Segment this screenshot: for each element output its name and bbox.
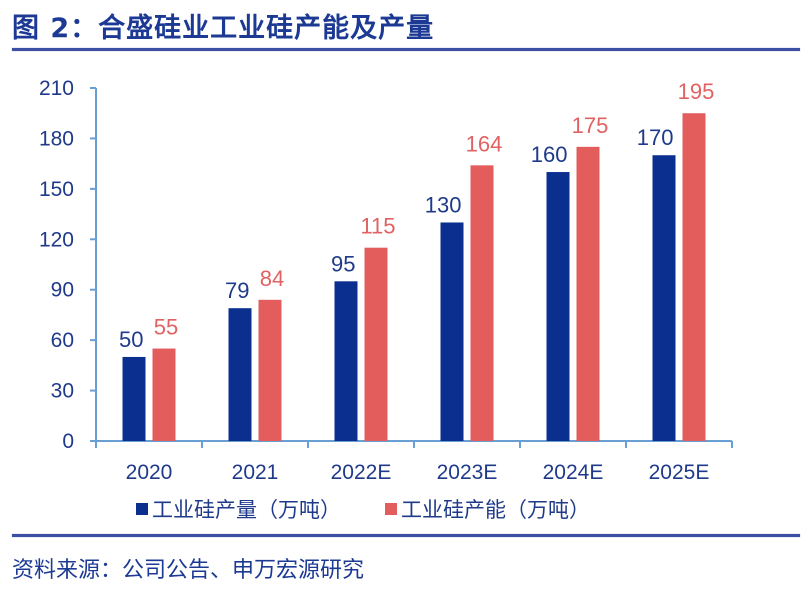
bar-capacity <box>576 146 600 441</box>
y-tick-label: 210 <box>39 77 74 100</box>
bar-production <box>546 172 570 442</box>
data-label-production: 160 <box>531 142 568 167</box>
bar-production <box>228 308 252 441</box>
y-tick-label: 120 <box>39 228 74 251</box>
data-label-capacity: 175 <box>572 113 609 138</box>
bar-capacity <box>152 348 176 441</box>
data-label-production: 170 <box>637 125 674 150</box>
legend-label-capacity: 工业硅产能（万吨） <box>401 498 590 522</box>
figure-title: 图 2：合盛硅业工业硅产能及产量 <box>12 13 435 44</box>
legend-swatch-capacity <box>385 503 397 515</box>
y-tick-label: 30 <box>51 380 74 403</box>
source-divider <box>12 534 800 537</box>
y-tick-label: 150 <box>39 178 74 201</box>
data-label-production: 79 <box>225 278 249 303</box>
legend-swatch-production <box>136 503 148 515</box>
legend-item-capacity: 工业硅产能（万吨） <box>385 494 590 524</box>
x-tick-label: 2023E <box>437 461 498 484</box>
bar-production <box>440 222 464 441</box>
data-label-capacity: 84 <box>260 266 284 291</box>
y-tick-label: 60 <box>51 329 74 352</box>
legend-item-production: 工业硅产量（万吨） <box>136 494 341 524</box>
bar-capacity <box>682 113 706 441</box>
data-label-capacity: 55 <box>154 315 178 340</box>
source-note: 资料来源：公司公告、申万宏源研究 <box>12 558 365 583</box>
y-tick-label: 90 <box>51 279 74 302</box>
bar-capacity <box>470 165 494 442</box>
data-label-production: 95 <box>331 251 355 276</box>
x-tick-label: 2020 <box>126 461 173 484</box>
data-label-capacity: 164 <box>466 131 503 156</box>
x-tick-label: 2024E <box>543 461 604 484</box>
bars <box>122 113 706 442</box>
y-tick-label: 180 <box>39 127 74 150</box>
data-label-production: 130 <box>425 192 462 217</box>
bar-capacity <box>258 299 282 441</box>
title-divider <box>12 48 800 51</box>
data-label-capacity: 195 <box>678 79 715 104</box>
bar-production <box>652 155 676 441</box>
bar-production <box>334 281 358 441</box>
y-tick-label: 0 <box>62 430 74 453</box>
x-tick-label: 2025E <box>649 461 710 484</box>
data-labels: 50 79 95 130 160 170 55 84 115 164 175 195 <box>119 79 714 352</box>
legend-label-production: 工业硅产量（万吨） <box>152 498 341 522</box>
data-label-capacity: 115 <box>360 214 395 239</box>
x-tick-label: 2021 <box>232 461 279 484</box>
x-tick-label: 2022E <box>331 461 392 484</box>
bar-production <box>122 356 146 441</box>
data-label-production: 50 <box>119 327 143 352</box>
legend: 工业硅产量（万吨） 工业硅产能（万吨） <box>136 494 590 524</box>
y-axis: 0 30 60 90 120 150 180 210 <box>39 77 97 453</box>
x-axis: 2020 2021 2022E 2023E 2024E 2025E <box>95 440 733 484</box>
bar-capacity <box>364 247 388 441</box>
